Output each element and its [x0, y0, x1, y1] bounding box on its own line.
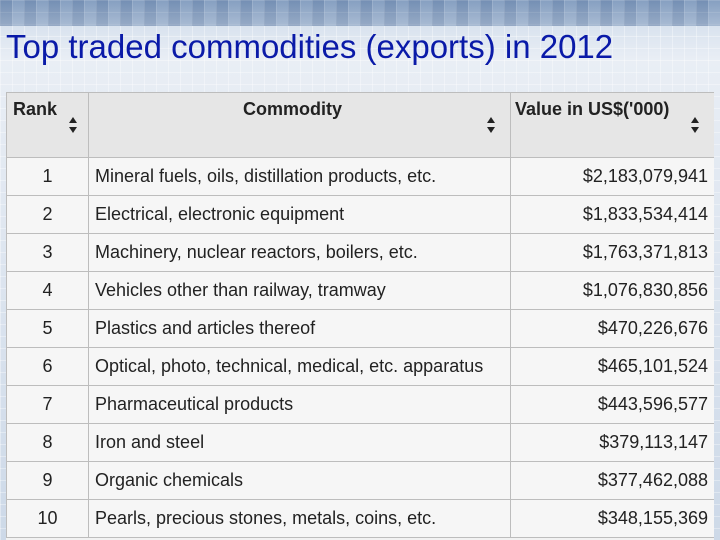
rank-cell: 7	[6, 385, 89, 424]
table-row: 9 Organic chemicals $377,462,088	[6, 461, 714, 500]
table-header-row: Rank Commodity Value in US$('000)	[6, 92, 714, 158]
commodity-cell: Plastics and articles thereof	[88, 309, 511, 348]
sort-icon[interactable]	[486, 117, 496, 133]
rank-cell: 5	[6, 309, 89, 348]
rank-cell: 4	[6, 271, 89, 310]
column-header-commodity-label: Commodity	[243, 99, 342, 119]
column-header-rank-label: Rank	[13, 99, 58, 119]
column-header-value[interactable]: Value in US$('000)	[510, 92, 714, 158]
table-row: 7 Pharmaceutical products $443,596,577	[6, 385, 714, 424]
column-header-rank[interactable]: Rank	[6, 92, 89, 158]
value-cell: $1,076,830,856	[510, 271, 714, 310]
commodity-cell: Iron and steel	[88, 423, 511, 462]
value-cell: $470,226,676	[510, 309, 714, 348]
commodity-cell: Pearls, precious stones, metals, coins, …	[88, 499, 511, 538]
sort-icon[interactable]	[690, 117, 700, 133]
slide-header-band	[0, 0, 720, 26]
table-row: 8 Iron and steel $379,113,147	[6, 423, 714, 462]
value-cell: $379,113,147	[510, 423, 714, 462]
value-cell: $443,596,577	[510, 385, 714, 424]
table-row: 6 Optical, photo, technical, medical, et…	[6, 347, 714, 386]
rank-cell: 2	[6, 195, 89, 234]
rank-cell: 3	[6, 233, 89, 272]
column-header-commodity[interactable]: Commodity	[88, 92, 511, 158]
rank-cell: 10	[6, 499, 89, 538]
value-cell: $1,833,534,414	[510, 195, 714, 234]
rank-cell: 1	[6, 157, 89, 196]
commodities-table: Rank Commodity Value in US$('000) 1 Mine…	[6, 92, 714, 538]
commodity-cell: Optical, photo, technical, medical, etc.…	[88, 347, 511, 386]
value-cell: $2,183,079,941	[510, 157, 714, 196]
table-row: 1 Mineral fuels, oils, distillation prod…	[6, 157, 714, 196]
commodity-cell: Mineral fuels, oils, distillation produc…	[88, 157, 511, 196]
value-cell: $348,155,369	[510, 499, 714, 538]
commodity-cell: Electrical, electronic equipment	[88, 195, 511, 234]
commodity-cell: Machinery, nuclear reactors, boilers, et…	[88, 233, 511, 272]
sort-icon[interactable]	[68, 117, 78, 133]
table-row: 4 Vehicles other than railway, tramway $…	[6, 271, 714, 310]
table-row: 10 Pearls, precious stones, metals, coin…	[6, 499, 714, 538]
commodity-cell: Organic chemicals	[88, 461, 511, 500]
commodities-table-container: Rank Commodity Value in US$('000) 1 Mine…	[6, 92, 714, 540]
rank-cell: 9	[6, 461, 89, 500]
value-cell: $1,763,371,813	[510, 233, 714, 272]
table-row: 5 Plastics and articles thereof $470,226…	[6, 309, 714, 348]
column-header-value-label: Value in US$('000)	[515, 99, 670, 119]
rank-cell: 6	[6, 347, 89, 386]
table-row: 3 Machinery, nuclear reactors, boilers, …	[6, 233, 714, 272]
commodity-cell: Pharmaceutical products	[88, 385, 511, 424]
value-cell: $465,101,524	[510, 347, 714, 386]
table-row: 2 Electrical, electronic equipment $1,83…	[6, 195, 714, 234]
commodity-cell: Vehicles other than railway, tramway	[88, 271, 511, 310]
value-cell: $377,462,088	[510, 461, 714, 500]
slide-title: Top traded commodities (exports) in 2012	[6, 28, 614, 65]
rank-cell: 8	[6, 423, 89, 462]
